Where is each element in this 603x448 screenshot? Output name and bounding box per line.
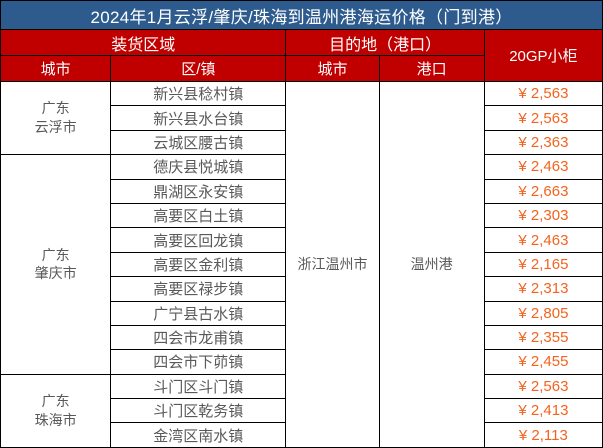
table-row: 斗门区乾务镇 ¥ 2,413 [1,398,603,424]
table-row: 四会市龙甫镇 ¥ 2,355 [1,324,603,351]
origin-city-cell: 广东 云浮市 [0,80,112,156]
origin-town-cell: 新兴县水台镇 [110,105,287,131]
table-row: 新兴县水台镇 ¥ 2,563 [1,105,603,131]
header-origin-city: 城市 [0,55,112,82]
header-dest-city: 城市 [285,55,380,82]
table-row: 广东 肇庆市 德庆县悦城镇 ¥ 2,463 [0,154,603,375]
origin-city-line1: 广东 [41,392,70,409]
header-price-20gp: 20GP小柜 [483,29,603,82]
origin-town-cell: 高要区白土镇 [110,202,287,229]
price-20gp-cell: ¥ 2,165 [483,251,603,278]
header-destination-group: 目的地（港口） [285,29,485,56]
table-row: 云城区腰古镇 ¥ 2,363 [1,129,603,156]
destination-port-cell: 温州港 [378,81,485,448]
price-20gp-cell: ¥ 2,563 [483,105,603,131]
price-20gp-cell: ¥ 2,313 [483,276,603,302]
price-20gp-cell: ¥ 2,455 [483,349,603,375]
origin-city-line2: 肇庆市 [34,265,77,282]
origin-town-cell: 斗门区斗门镇 [110,373,287,400]
price-20gp-cell: ¥ 2,303 [483,202,603,229]
price-20gp-cell: ¥ 2,113 [483,422,603,448]
header-group-row: 装货区域 目的地（港口） 20GP小柜 [0,29,603,82]
page-title: 2024年1月云浮/肇庆/珠海到温州港海运价格（门到港） [0,0,603,30]
price-20gp-cell: ¥ 2,805 [483,300,603,326]
price-20gp-cell: ¥ 2,463 [483,154,603,180]
table-row: 广东 云浮市 新兴县稔村镇 浙江温州市 温州港 ¥ 2,563 [0,80,603,448]
origin-town-cell: 金湾区南水镇 [110,422,287,448]
price-20gp-cell: ¥ 2,363 [483,129,603,156]
header-origin-group: 装货区域 [0,29,287,56]
origin-town-cell: 四会市龙甫镇 [110,324,287,351]
header-dest-port: 港口 [378,55,485,82]
table-row: 高要区回龙镇 ¥ 2,463 [1,227,603,253]
origin-town-cell: 德庆县悦城镇 [110,154,287,180]
origin-city-line2: 珠海市 [34,411,77,428]
table-row: 四会市下茆镇 ¥ 2,455 [1,349,603,375]
table-row: 广宁县古水镇 ¥ 2,805 [1,300,603,326]
origin-town-cell: 高要区金利镇 [110,251,287,278]
origin-city-cell: 广东 肇庆市 [0,154,112,375]
origin-town-cell: 鼎湖区永安镇 [110,178,287,204]
header-origin-town: 区/镇 [110,55,287,82]
table-row: 高要区金利镇 ¥ 2,165 [1,251,603,278]
origin-town-cell: 新兴县稔村镇 [110,80,287,107]
price-20gp-cell: ¥ 2,413 [483,398,603,424]
origin-town-cell: 高要区禄步镇 [110,276,287,302]
price-20gp-cell: ¥ 2,563 [483,373,603,400]
price-20gp-cell: ¥ 2,355 [483,324,603,351]
origin-town-cell: 斗门区乾务镇 [110,398,287,424]
price-20gp-cell: ¥ 2,563 [483,80,603,107]
origin-town-cell: 云城区腰古镇 [110,129,287,156]
origin-city-cell: 广东 珠海市 [0,373,112,448]
origin-town-cell: 高要区回龙镇 [110,227,287,253]
origin-city-line1: 广东 [41,100,70,117]
origin-city-line1: 广东 [41,246,70,263]
price-20gp-cell: ¥ 2,663 [483,178,603,204]
origin-town-cell: 广宁县古水镇 [110,300,287,326]
header-sub-row: 城市 区/镇 城市 港口 [0,55,603,82]
price-20gp-cell: ¥ 2,463 [483,227,603,253]
origin-city-line2: 云浮市 [34,119,77,136]
title-row: 2024年1月云浮/肇庆/珠海到温州港海运价格（门到港） [0,0,603,30]
table-row: 高要区禄步镇 ¥ 2,313 [1,276,603,302]
destination-city-cell: 浙江温州市 [285,81,380,448]
origin-town-cell: 四会市下茆镇 [110,349,287,375]
